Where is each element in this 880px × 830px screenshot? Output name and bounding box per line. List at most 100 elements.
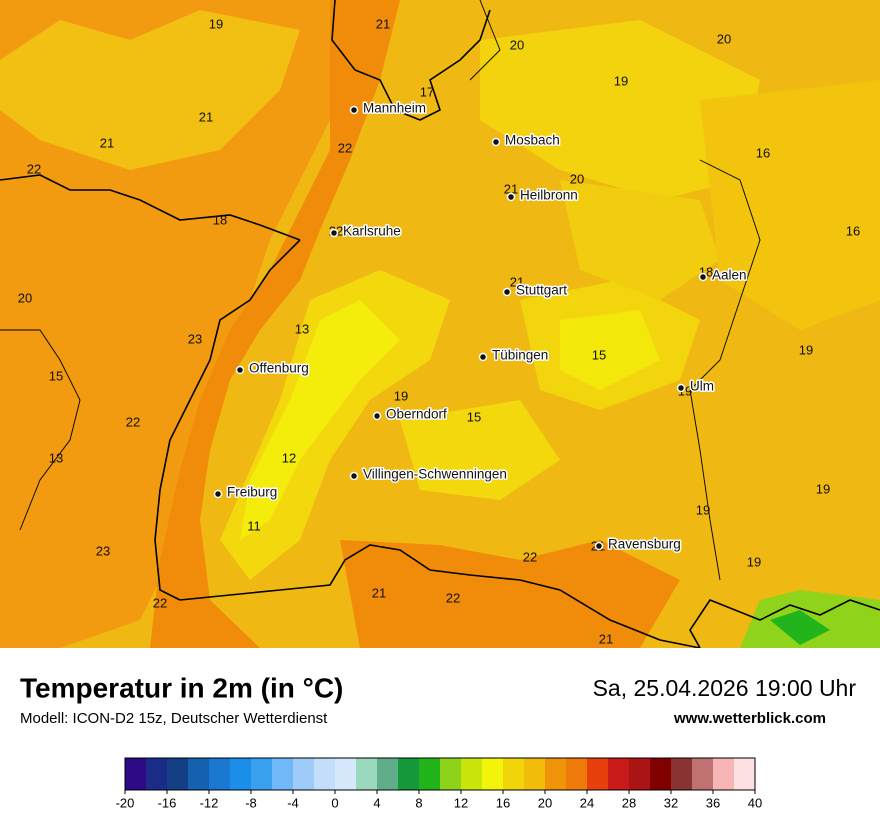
city-dot (349, 471, 359, 481)
temperature-label: 19 (747, 554, 761, 569)
temperature-label: 19 (209, 16, 223, 31)
city-label: Mannheim (363, 101, 426, 116)
temperature-label: 20 (717, 31, 731, 46)
colorbar-bin (230, 758, 251, 790)
temperature-label: 12 (282, 450, 296, 465)
temperature-label: 20 (510, 37, 524, 52)
temperature-label: 11 (247, 518, 261, 533)
colorbar-bin (461, 758, 482, 790)
temperature-label: 21 (376, 16, 390, 31)
colorbar-tick-label: -16 (158, 795, 177, 810)
city-label: Freiburg (227, 485, 277, 500)
colorbar-bin (146, 758, 167, 790)
city-dot (594, 541, 604, 551)
city-label: Tübingen (492, 348, 548, 363)
colorbar-bin (503, 758, 524, 790)
colorbar-tick-label: 20 (538, 795, 552, 810)
colorbar-bin (629, 758, 650, 790)
date: Sa, 25.04.2026 19:00 Uhr (593, 675, 857, 701)
city-label: Karlsruhe (343, 224, 401, 239)
temperature-label: 16 (846, 223, 860, 238)
colorbar-tick-label: 40 (748, 795, 762, 810)
colorbar-bin (251, 758, 272, 790)
map-background (0, 0, 880, 648)
colorbar-tick-label: 36 (706, 795, 720, 810)
city-dot (698, 272, 708, 282)
city-label: Mosbach (505, 133, 560, 148)
temperature-label: 20 (570, 171, 584, 186)
temperature-label: 22 (126, 414, 140, 429)
temperature-label: 21 (199, 109, 213, 124)
colorbar-tick-label: -12 (200, 795, 219, 810)
footer-background (0, 648, 880, 830)
temperature-label: 18 (213, 212, 227, 227)
city-dot (235, 365, 245, 375)
borders (0, 0, 880, 649)
city-label: Offenburg (249, 361, 309, 376)
temperature-label: 15 (592, 347, 606, 362)
colorbar-bin (671, 758, 692, 790)
temperature-label: 19 (614, 73, 628, 88)
city-dot (213, 489, 223, 499)
colorbar-bin (188, 758, 209, 790)
colorbar-tick-label: 8 (415, 795, 422, 810)
colorbar-tick-label: -20 (116, 795, 135, 810)
city-dot (502, 287, 512, 297)
city-label: Oberndorf (386, 407, 447, 422)
colorbar-tick-label: 16 (496, 795, 510, 810)
city-dot (676, 383, 686, 393)
temperature-label: 19 (799, 342, 813, 357)
colorbar-bin (167, 758, 188, 790)
colorbar-bin (440, 758, 461, 790)
temperature-label: 22 (338, 140, 352, 155)
temperature-label: 21 (372, 585, 386, 600)
colorbar-tick-label: -8 (245, 795, 257, 810)
city-label: Heilbronn (520, 188, 578, 203)
city-dot (372, 411, 382, 421)
colorbar-bin (545, 758, 566, 790)
colorbar-bin (566, 758, 587, 790)
temperature-label: 15 (49, 368, 63, 383)
colorbar-tick-label: 28 (622, 795, 636, 810)
colorbar-bin (482, 758, 503, 790)
temperature-label: 21 (504, 181, 518, 196)
colorbar-bin (419, 758, 440, 790)
temperature-label: 17 (420, 84, 434, 99)
temperature-label: 13 (49, 450, 63, 465)
temperature-label: 19 (696, 502, 710, 517)
city-dot (349, 105, 359, 115)
colorbar-tick-label: 24 (580, 795, 594, 810)
colorbar-bin (650, 758, 671, 790)
colorbar-bin (314, 758, 335, 790)
subtitle: Modell: ICON-D2 15z, Deutscher Wetterdie… (20, 710, 328, 727)
colorbar-bin (734, 758, 755, 790)
colorbar-bin (272, 758, 293, 790)
colorbar-bin (125, 758, 146, 790)
temperature-label: 23 (96, 543, 110, 558)
colorbar-frame (124, 757, 756, 791)
temperature-label: 23 (188, 331, 202, 346)
city-dot (506, 192, 516, 202)
colorbar-bin (398, 758, 419, 790)
colorbar-bin (692, 758, 713, 790)
temperature-label: 19 (394, 388, 408, 403)
colorbar-tick-label: -4 (287, 795, 299, 810)
city-label: Ulm (690, 379, 714, 394)
colorbar-tick-label: 12 (454, 795, 468, 810)
city-label: Aalen (712, 268, 747, 283)
temperature-label: 22 (523, 549, 537, 564)
temperature-label: 20 (18, 290, 32, 305)
temperature-label: 22 (446, 590, 460, 605)
title: Temperatur in 2m (in °C) (20, 672, 343, 703)
temperature-label: 22 (27, 161, 41, 176)
city-dot (491, 137, 501, 147)
colorbar-tick-label: 32 (664, 795, 678, 810)
colorbar-bin (209, 758, 230, 790)
colorbar-bin (356, 758, 377, 790)
city-label: Villingen-Schwenningen (363, 467, 507, 482)
city-dot (329, 228, 339, 238)
colorbar-bin (713, 758, 734, 790)
temperature-label: 21 (100, 135, 114, 150)
